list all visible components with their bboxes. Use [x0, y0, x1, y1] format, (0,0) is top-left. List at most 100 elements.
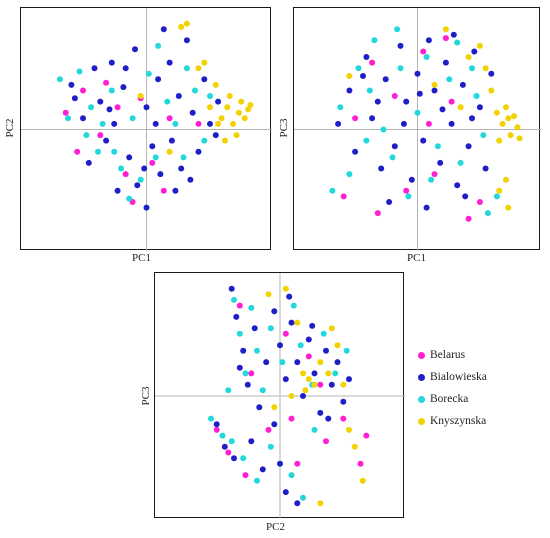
data-point — [391, 93, 398, 99]
data-point — [448, 98, 455, 105]
data-point — [175, 93, 182, 99]
data-point — [378, 165, 385, 172]
data-point — [172, 120, 179, 127]
data-point — [340, 398, 347, 405]
data-point — [106, 106, 113, 113]
data-point — [317, 381, 324, 388]
data-point — [480, 132, 487, 139]
data-point — [323, 347, 329, 354]
data-point — [352, 148, 359, 155]
data-point — [80, 87, 86, 94]
data-point — [488, 70, 495, 77]
data-point — [213, 421, 220, 428]
data-point — [225, 449, 232, 456]
data-point — [282, 330, 289, 337]
data-point — [97, 98, 104, 105]
data-point — [360, 73, 366, 79]
data-point — [514, 124, 521, 131]
data-point — [251, 325, 258, 332]
data-point — [221, 443, 228, 450]
data-point — [496, 137, 503, 144]
data-point — [493, 193, 500, 200]
data-point — [178, 23, 185, 30]
data-point — [85, 159, 92, 166]
scatter-pc2-pc3 — [155, 273, 405, 519]
legend-label: Bialowieska — [430, 371, 487, 383]
data-point — [473, 93, 480, 99]
data-point — [95, 148, 101, 155]
data-point — [122, 171, 129, 178]
data-point — [439, 106, 446, 113]
data-point — [351, 443, 358, 450]
data-point — [288, 415, 295, 422]
data-point — [317, 359, 324, 366]
data-point — [166, 148, 173, 155]
data-point — [267, 325, 274, 332]
data-point — [408, 176, 415, 183]
data-point — [423, 204, 430, 211]
data-point — [469, 115, 475, 122]
data-point — [391, 143, 398, 150]
data-point — [80, 115, 86, 122]
data-point — [397, 65, 404, 72]
data-point — [428, 176, 435, 183]
data-point — [155, 76, 162, 83]
data-point — [335, 120, 342, 127]
data-point — [248, 304, 255, 311]
data-point — [201, 59, 208, 66]
data-point — [71, 95, 78, 102]
data-point — [282, 376, 289, 383]
data-point — [420, 137, 427, 144]
data-point — [311, 426, 318, 433]
data-point — [256, 404, 263, 411]
data-point — [254, 347, 260, 354]
data-point — [317, 409, 324, 416]
data-point — [235, 109, 242, 116]
data-point — [134, 182, 141, 189]
plot-frame-pc1-pc2 — [20, 7, 272, 251]
data-point — [83, 132, 90, 139]
data-point — [499, 120, 506, 127]
data-point — [454, 39, 461, 46]
data-point — [325, 415, 332, 422]
data-point — [457, 104, 464, 111]
data-point — [462, 193, 469, 200]
data-point — [290, 302, 297, 309]
data-point — [437, 159, 444, 166]
data-point — [259, 466, 266, 473]
legend-label: Borecka — [430, 393, 469, 405]
data-point — [265, 426, 272, 433]
data-point — [442, 26, 449, 33]
data-point — [311, 381, 318, 388]
data-point — [380, 126, 387, 133]
data-point — [126, 154, 133, 161]
data-point — [271, 308, 278, 315]
data-point — [382, 76, 389, 83]
data-point — [394, 26, 401, 33]
data-point — [129, 115, 136, 122]
data-point — [374, 98, 381, 105]
data-point — [459, 81, 466, 88]
data-point — [267, 443, 274, 450]
data-point — [103, 137, 110, 144]
data-point — [482, 165, 489, 172]
data-point — [423, 54, 430, 60]
legend-item-bialowieska: Bialowieska — [418, 366, 487, 388]
data-point — [164, 98, 171, 105]
y-axis-label-pc2: PC2 — [4, 118, 16, 138]
data-point — [414, 109, 421, 116]
data-point — [120, 84, 127, 91]
data-point — [157, 171, 164, 178]
data-point — [346, 87, 353, 94]
data-point — [91, 65, 98, 72]
data-point — [231, 455, 237, 462]
data-point — [74, 148, 81, 155]
data-point — [363, 54, 370, 60]
data-point — [332, 370, 339, 377]
legend-item-borecka: Borecka — [418, 388, 487, 410]
data-point — [233, 132, 240, 139]
data-point — [68, 81, 75, 88]
data-point — [425, 120, 432, 127]
legend-marker — [418, 395, 425, 403]
